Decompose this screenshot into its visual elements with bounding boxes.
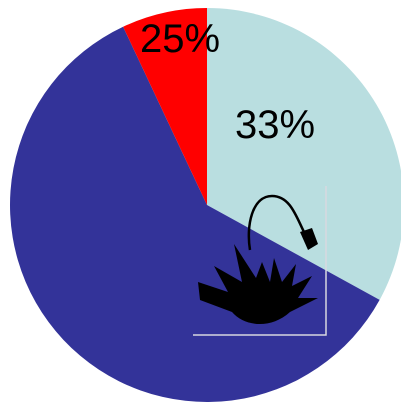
pie-slice-1 <box>207 8 401 300</box>
pie-slices <box>9 8 401 403</box>
icon-frame-line <box>193 186 327 336</box>
slice-label-1: 33% <box>235 103 315 147</box>
lure-stalk <box>247 194 306 251</box>
pie-slice-3 <box>123 8 207 205</box>
slice-label-3: 25% <box>140 17 220 61</box>
fish-body <box>198 244 318 325</box>
lure-bulb <box>300 228 318 250</box>
anglerfish-icon <box>193 186 327 336</box>
slice-labels: 33% 25% <box>140 17 315 147</box>
